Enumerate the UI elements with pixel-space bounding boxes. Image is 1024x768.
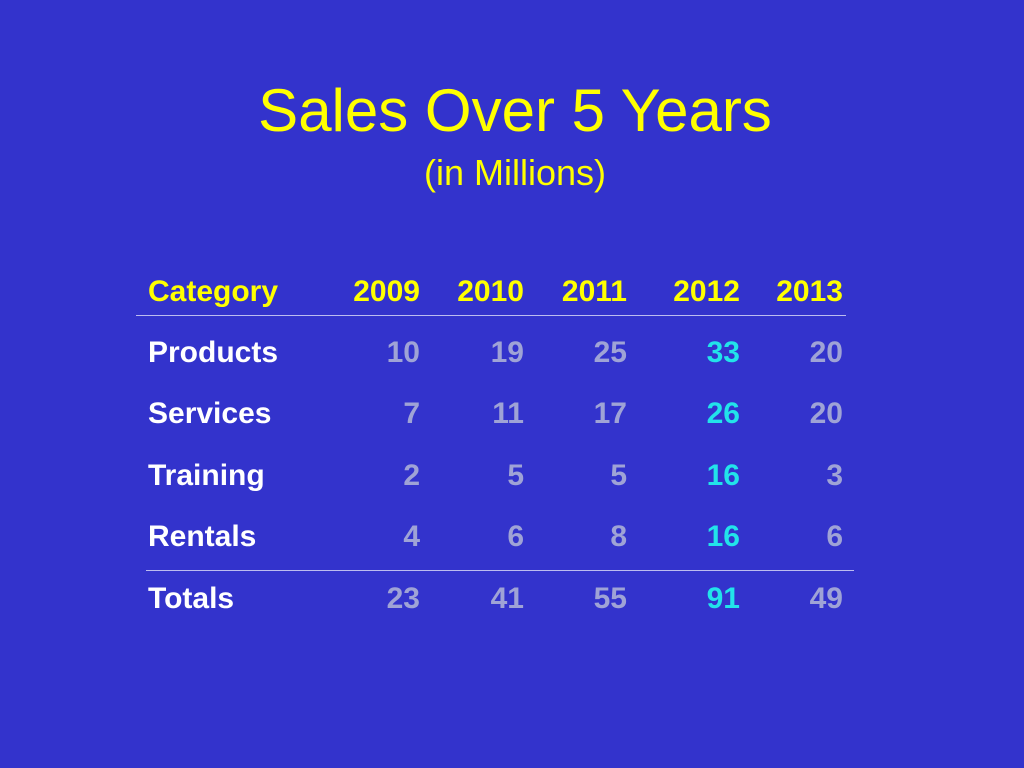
cell-products-2010: 19	[490, 336, 524, 369]
cell-training-2013: 3	[826, 459, 843, 492]
cell-services-2010: 11	[492, 397, 524, 430]
slide-subtitle: (in Millions)	[423, 152, 607, 193]
cell-products-2009: 10	[386, 336, 420, 369]
slide-title: Sales Over 5 Years	[258, 77, 772, 144]
cell-rentals-2009: 4	[403, 520, 420, 553]
cell-training-2011: 5	[610, 459, 627, 492]
column-header-2010: 2010	[457, 275, 524, 308]
header-divider	[136, 315, 846, 316]
cell-products-2013: 20	[809, 336, 843, 369]
cell-totals-2011: 55	[593, 582, 627, 615]
cell-products-2012: 33	[706, 336, 740, 369]
cell-services-2013: 20	[809, 397, 843, 430]
cell-rentals-2011: 8	[610, 520, 627, 553]
cell-totals-2010: 41	[490, 582, 524, 615]
row-label-services: Services	[148, 397, 272, 430]
column-header-2011: 2011	[561, 275, 627, 308]
cell-training-2012: 16	[706, 459, 740, 492]
cell-services-2012: 26	[706, 397, 740, 430]
column-header-2009: 2009	[353, 275, 420, 308]
cell-rentals-2010: 6	[507, 520, 524, 553]
totals-divider	[146, 570, 854, 571]
cell-services-2011: 17	[593, 397, 627, 430]
cell-training-2010: 5	[507, 459, 524, 492]
column-header-2012: 2012	[673, 275, 740, 308]
row-label-totals: Totals	[148, 582, 235, 615]
cell-rentals-2013: 6	[826, 520, 843, 553]
cell-training-2009: 2	[403, 459, 420, 492]
cell-totals-2012: 91	[706, 582, 740, 615]
cell-services-2009: 7	[403, 397, 420, 430]
cell-products-2011: 25	[593, 336, 627, 369]
row-label-training: Training	[148, 459, 265, 492]
column-header-category: Category	[148, 275, 279, 308]
row-label-rentals: Rentals	[148, 520, 257, 553]
cell-rentals-2012: 16	[706, 520, 740, 553]
column-header-2013: 2013	[776, 275, 843, 308]
cell-totals-2009: 23	[386, 582, 420, 615]
row-label-products: Products	[148, 336, 279, 369]
cell-totals-2013: 49	[809, 582, 843, 615]
